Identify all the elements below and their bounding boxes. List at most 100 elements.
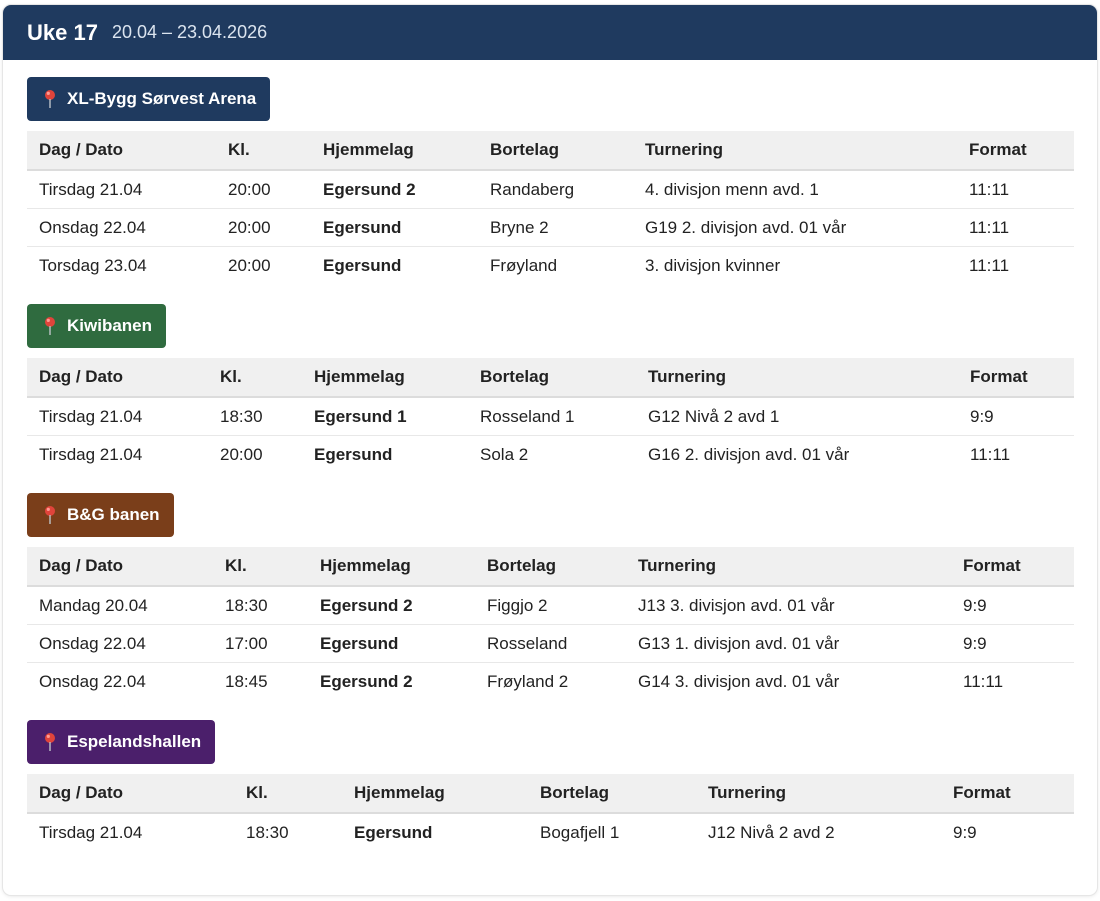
home-team: Egersund — [308, 624, 475, 663]
table-row: Onsdag 22.04 18:45 Egersund 2 Frøyland 2 G14… — [27, 663, 1074, 701]
table-header-row: Dag / Dato Kl. Hjemmelag Bortelag Turnering F… — [27, 774, 1074, 814]
away-team: Bogafjell 1 — [540, 822, 620, 842]
table-header-row: Dag / Dato Kl. Hjemmelag Bortelag Turnering F… — [27, 358, 1074, 398]
away-team: Sola 2 — [480, 444, 529, 464]
col-time-header: Kl. — [213, 547, 308, 587]
game-time: 18:30 — [208, 397, 302, 436]
table-header-row: Dag / Dato Kl. Hjemmelag Bortelag Turnering F… — [27, 131, 1074, 171]
col-home-header: Hjemmelag — [302, 358, 468, 398]
away-team: Randaberg — [478, 170, 633, 209]
tournament: G16 2. divisjon avd. 01 vår — [648, 444, 850, 464]
game-format: 11:11 — [970, 444, 1011, 464]
away-team: Frøyland — [490, 255, 558, 275]
map-pin-icon — [43, 732, 57, 752]
games-table: Dag / Dato Kl. Hjemmelag Bortelag Turnering F… — [27, 547, 1074, 700]
col-date-header: Dag / Dato — [27, 358, 208, 398]
venue-badge: Espelandshallen — [27, 720, 216, 764]
tournament: J13 3. divisjon avd. 01 vår — [626, 586, 951, 625]
table-row: Tirsdag 21.04 20:00 Egersund Sola 2 G16 2. d… — [27, 436, 1074, 474]
game-date: Mandag 20.04 — [27, 586, 213, 625]
col-time-header: Kl. — [234, 774, 342, 814]
col-tournament-header: Turnering — [626, 547, 951, 587]
home-team: Egersund — [323, 255, 402, 275]
col-format-header: Format — [951, 547, 1074, 587]
home-team: Egersund — [314, 444, 393, 464]
table-row: Tirsdag 21.04 18:30 Egersund Bogafjell 1 J12… — [27, 813, 1074, 851]
venue-badge: B&G banen — [27, 493, 174, 537]
col-time-header: Kl. — [216, 131, 311, 171]
home-team: Egersund 1 — [302, 397, 468, 436]
home-team: Egersund — [354, 822, 433, 842]
week-header: Uke 17 20.04 – 23.04.2026 — [3, 5, 1097, 60]
game-time: 20:00 — [220, 444, 263, 464]
home-team: Egersund 2 — [320, 671, 413, 691]
week-title: Uke 17 — [27, 19, 98, 45]
game-format: 11:11 — [957, 170, 1074, 209]
games-table: Dag / Dato Kl. Hjemmelag Bortelag Turnering F… — [27, 774, 1074, 851]
col-format-header: Format — [957, 131, 1074, 171]
away-team: Rosseland — [475, 624, 626, 663]
game-date: Tirsdag 21.04 — [39, 822, 143, 842]
venue-name: Espelandshallen — [67, 732, 202, 751]
games-table: Dag / Dato Kl. Hjemmelag Bortelag Turnering F… — [27, 131, 1074, 284]
game-format: 9:9 — [951, 624, 1074, 663]
venue-section: B&G banen Dag / Dato Kl. Hjemmelag Bortelag T… — [27, 493, 1074, 700]
tournament: J12 Nivå 2 avd 2 — [708, 822, 835, 842]
col-away-header: Bortelag — [475, 547, 626, 587]
game-date: Tirsdag 21.04 — [39, 444, 143, 464]
game-date: Tirsdag 21.04 — [27, 170, 216, 209]
game-time: 17:00 — [213, 624, 308, 663]
col-tournament-header: Turnering — [636, 358, 958, 398]
game-format: 9:9 — [958, 397, 1074, 436]
games-table: Dag / Dato Kl. Hjemmelag Bortelag Turnering F… — [27, 358, 1074, 473]
table-header-row: Dag / Dato Kl. Hjemmelag Bortelag Turnering F… — [27, 547, 1074, 587]
map-pin-icon — [43, 89, 57, 109]
tournament: G14 3. divisjon avd. 01 vår — [638, 671, 840, 691]
col-away-header: Bortelag — [478, 131, 633, 171]
game-format: 11:11 — [969, 255, 1010, 275]
venues-list: XL-Bygg Sørvest Arena Dag / Dato Kl. Hjemme… — [3, 60, 1097, 851]
tournament: G12 Nivå 2 avd 1 — [636, 397, 958, 436]
col-home-header: Hjemmelag — [342, 774, 528, 814]
game-date: Onsdag 22.04 — [27, 208, 216, 247]
col-home-header: Hjemmelag — [311, 131, 478, 171]
col-date-header: Dag / Dato — [27, 774, 234, 814]
table-row: Mandag 20.04 18:30 Egersund 2 Figgjo 2 J13 3… — [27, 586, 1074, 625]
game-date: Onsdag 22.04 — [39, 671, 146, 691]
col-away-header: Bortelag — [468, 358, 636, 398]
game-time: 18:30 — [213, 586, 308, 625]
game-time: 18:30 — [246, 822, 289, 842]
col-date-header: Dag / Dato — [27, 131, 216, 171]
col-home-header: Hjemmelag — [308, 547, 475, 587]
venue-section: Espelandshallen Dag / Dato Kl. Hjemmelag Bor… — [27, 720, 1074, 851]
col-tournament-header: Turnering — [633, 131, 957, 171]
game-time: 20:00 — [216, 208, 311, 247]
table-row: Tirsdag 21.04 20:00 Egersund 2 Randaberg 4. … — [27, 170, 1074, 209]
venue-section: Kiwibanen Dag / Dato Kl. Hjemmelag Bortelag T… — [27, 304, 1074, 473]
col-away-header: Bortelag — [528, 774, 696, 814]
venue-section: XL-Bygg Sørvest Arena Dag / Dato Kl. Hjemme… — [27, 77, 1074, 284]
game-format: 11:11 — [957, 208, 1074, 247]
col-format-header: Format — [958, 358, 1074, 398]
away-team: Figgjo 2 — [475, 586, 626, 625]
home-team: Egersund — [311, 208, 478, 247]
venue-name: B&G banen — [67, 505, 160, 524]
game-time: 18:45 — [225, 671, 268, 691]
game-time: 20:00 — [216, 170, 311, 209]
table-row: Torsdag 23.04 20:00 Egersund Frøyland 3. div… — [27, 247, 1074, 285]
game-format: 11:11 — [963, 671, 1004, 691]
col-time-header: Kl. — [208, 358, 302, 398]
col-tournament-header: Turnering — [696, 774, 941, 814]
away-team: Bryne 2 — [478, 208, 633, 247]
week-date-range: 20.04 – 23.04.2026 — [111, 22, 268, 42]
game-date: Tirsdag 21.04 — [27, 397, 208, 436]
tournament: G19 2. divisjon avd. 01 vår — [633, 208, 957, 247]
tournament: 4. divisjon menn avd. 1 — [633, 170, 957, 209]
table-row: Onsdag 22.04 20:00 Egersund Bryne 2 G19 2. d… — [27, 208, 1074, 247]
col-date-header: Dag / Dato — [27, 547, 213, 587]
tournament: G13 1. divisjon avd. 01 vår — [626, 624, 951, 663]
week-schedule-card: Uke 17 20.04 – 23.04.2026 XL-Bygg Sørves… — [3, 5, 1097, 895]
home-team: Egersund 2 — [308, 586, 475, 625]
game-time: 20:00 — [228, 255, 271, 275]
